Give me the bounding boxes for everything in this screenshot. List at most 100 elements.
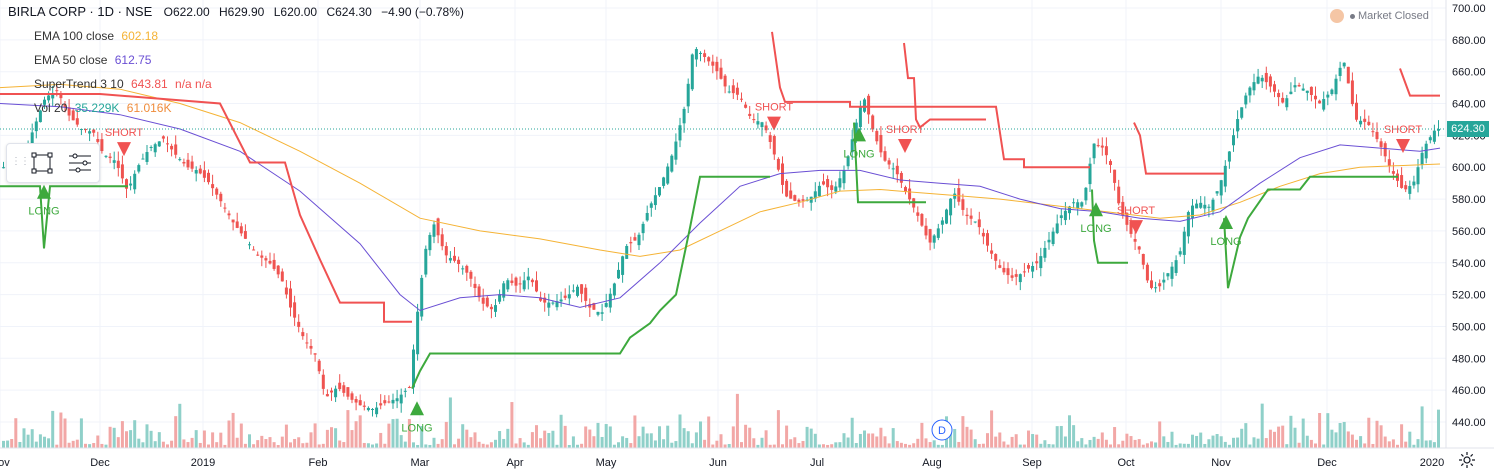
legend-supertrend[interactable]: SuperTrend 3 10 643.81 n/a n/a — [34, 72, 464, 96]
candle-body — [1297, 85, 1301, 87]
volume-bar — [904, 443, 907, 448]
y-tick-label: 560.00 — [1452, 226, 1486, 238]
candle-body — [612, 283, 616, 296]
candle-body — [756, 121, 760, 125]
volume-bar — [584, 426, 588, 448]
candle-body — [207, 172, 210, 183]
candle-body — [321, 374, 325, 389]
volume-bar — [797, 443, 801, 448]
volume-bar — [1326, 413, 1330, 448]
x-tick-label: May — [596, 457, 617, 469]
ohlc-high: 629.90 — [227, 5, 265, 19]
supertrend-down-segment — [0, 93, 412, 323]
volume-bar — [1027, 430, 1030, 448]
volume-bar — [481, 443, 485, 448]
drag-handle-icon[interactable]: ⋮⋮ — [11, 156, 30, 167]
volume-bar — [1236, 437, 1240, 448]
volume-bar — [416, 444, 420, 448]
volume-bar — [1350, 434, 1354, 448]
candle-body — [703, 53, 707, 57]
candle-body — [317, 360, 321, 372]
legend-ema100[interactable]: EMA 100 close 602.18 — [34, 24, 464, 48]
short-signal-label: SHORT — [886, 124, 925, 136]
volume-bar — [596, 422, 600, 448]
y-tick-label: 680.00 — [1452, 35, 1486, 47]
candle-body — [1293, 85, 1297, 88]
volume-bar — [514, 443, 518, 448]
volume-bar — [104, 444, 108, 448]
candle-body — [1076, 202, 1080, 209]
candle-body — [342, 385, 346, 393]
candle-body — [51, 93, 55, 99]
candle-body — [223, 207, 227, 209]
candle-body — [1178, 251, 1182, 255]
volume-bar — [403, 441, 407, 448]
volume-bar — [96, 435, 100, 448]
candle-body — [883, 151, 887, 161]
x-tick-label: Jul — [810, 457, 824, 469]
candle-body — [448, 258, 452, 261]
candle-body — [1104, 146, 1108, 156]
volume-bar — [256, 440, 260, 448]
candle-body — [715, 61, 719, 72]
symbol-header[interactable]: BIRLA CORP · 1D · NSE O622.00 H629.90 L6… — [8, 0, 464, 24]
volume-bar — [957, 441, 961, 448]
candle-body — [740, 98, 743, 100]
candle-body — [514, 277, 518, 286]
x-tick-label: Dec — [1317, 457, 1337, 469]
volume-bar — [522, 442, 526, 448]
candle-body — [1428, 137, 1432, 141]
candle-body — [84, 129, 87, 131]
candle-body — [1326, 94, 1330, 98]
candle-body — [1080, 202, 1084, 207]
volume-bar — [1355, 439, 1358, 448]
legend-ema50[interactable]: EMA 50 close 612.75 — [34, 48, 464, 72]
volume-bar — [694, 432, 698, 448]
dividend-marker[interactable]: D — [931, 419, 953, 441]
volume-bar — [559, 414, 563, 448]
candle-body — [957, 188, 961, 202]
volume-bar — [133, 420, 137, 448]
candle-body — [1170, 266, 1174, 279]
candle-body — [473, 283, 477, 289]
candle-body — [379, 403, 383, 406]
settings-lines-icon[interactable] — [67, 151, 93, 175]
candle-body — [88, 131, 92, 134]
volume-bar — [1088, 439, 1092, 448]
volume-bar — [469, 437, 473, 448]
volume-bar — [59, 412, 63, 448]
volume-bar — [309, 432, 313, 448]
candle-body — [153, 144, 157, 153]
volume-bar — [1281, 425, 1285, 448]
volume-bar — [846, 437, 850, 448]
gear-icon[interactable] — [1458, 451, 1476, 469]
rectangle-tool-icon[interactable] — [29, 151, 55, 175]
candle-body — [596, 311, 600, 315]
volume-bar — [883, 436, 887, 448]
candle-body — [1363, 118, 1367, 122]
ohlc-close-label: C — [326, 5, 336, 19]
volume-bar — [2, 440, 5, 448]
market-status[interactable]: Market Closed — [1330, 9, 1429, 23]
supertrend-na: n/a n/a — [175, 77, 212, 91]
candle-body — [940, 220, 944, 225]
candle-body — [1338, 67, 1342, 76]
candle-body — [916, 212, 920, 216]
candle-body — [1022, 271, 1026, 273]
volume-bar — [129, 430, 133, 448]
volume-bar — [715, 440, 719, 448]
volume-bar — [740, 442, 743, 448]
candle-body — [1416, 167, 1420, 185]
candle-body — [63, 104, 67, 107]
long-signal-arrow — [1089, 202, 1103, 217]
candle-body — [1113, 169, 1117, 183]
legend-volume[interactable]: Vol 20 35.229K 61.016K — [34, 96, 464, 120]
candle-body — [711, 61, 715, 66]
candle-body — [420, 277, 424, 317]
candle-body — [535, 280, 538, 292]
y-tick-label: 600.00 — [1452, 162, 1486, 174]
volume-bar — [932, 440, 936, 448]
candle-body — [1072, 202, 1076, 204]
volume-bar — [1342, 421, 1346, 448]
